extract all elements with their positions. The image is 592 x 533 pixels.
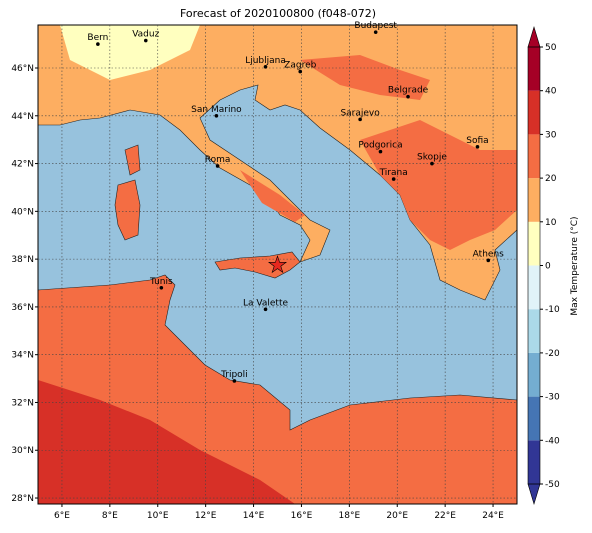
colorbar-band xyxy=(528,265,540,310)
lon-tick-label: 18°E xyxy=(339,511,361,521)
graticule: 6°E 8°E 10°E 12°E 14°E 16°E 18°E 20°E 22°E 24°E 28… xyxy=(11,25,517,521)
colorbar-band xyxy=(528,396,540,441)
colorbar-tick-label: -30 xyxy=(545,393,560,403)
corsica xyxy=(124,144,141,176)
lon-tick-label: 20°E xyxy=(386,511,408,521)
lat-tick-label: 28°N xyxy=(11,494,34,504)
lon-tick-label: 12°E xyxy=(195,511,217,521)
city-point xyxy=(298,69,303,74)
city-label: Tirana xyxy=(379,168,408,178)
city-label: Sarajevo xyxy=(340,108,380,118)
colorbar-band xyxy=(528,134,540,179)
lat-tick-label: 32°N xyxy=(11,398,34,408)
city-point xyxy=(263,65,268,69)
city-point xyxy=(486,258,491,263)
event-marker xyxy=(267,255,288,274)
colorbar-band xyxy=(528,309,540,353)
colorbar-tick-label: 40 xyxy=(545,87,557,97)
lon-tick-label: 10°E xyxy=(147,511,169,521)
lat-tick-label: 38°N xyxy=(11,255,34,265)
alps-cool xyxy=(60,25,200,80)
colorbar-tick-label: 10 xyxy=(545,218,557,228)
colorbar-tick-label: 50 xyxy=(545,43,557,53)
colorbar-band xyxy=(528,221,540,266)
city-point xyxy=(358,117,362,122)
lat-tick-label: 40°N xyxy=(11,207,34,217)
city-label: Tunis xyxy=(149,277,173,287)
city-point xyxy=(159,285,164,290)
city-point xyxy=(406,94,410,99)
sardinia xyxy=(114,179,141,241)
city-point xyxy=(378,149,383,154)
lon-tick-label: 22°E xyxy=(434,511,456,521)
city-point xyxy=(373,30,378,34)
city-label: Skopje xyxy=(417,153,447,163)
colorbar-band xyxy=(528,178,540,222)
city-label: Bern xyxy=(87,33,108,43)
italy-warm xyxy=(240,170,305,222)
lon-tick-label: 6°E xyxy=(54,511,70,521)
city-label: San Marino xyxy=(191,105,242,115)
lon-tick-label: 24°E xyxy=(482,511,504,521)
city-point xyxy=(214,113,219,118)
city-point xyxy=(391,177,396,181)
lat-tick-label: 36°N xyxy=(11,303,34,313)
lat-tick-label: 30°N xyxy=(11,446,34,456)
colorbar-band xyxy=(528,440,540,484)
city-label: Tripoli xyxy=(220,370,248,380)
map-area xyxy=(38,25,517,504)
colorbar-band xyxy=(528,352,540,397)
colorbar-label: Max Temperature (°C) xyxy=(570,216,580,315)
sicily xyxy=(214,251,301,279)
city-label: Budapest xyxy=(354,21,397,31)
balkan-warm xyxy=(360,120,517,250)
lat-tick-label: 34°N xyxy=(11,351,34,361)
colorbar-tick-label: 0 xyxy=(545,262,551,272)
city-label: Zagreb xyxy=(284,61,316,71)
colorbar-band xyxy=(528,90,540,135)
lat-tick-label: 44°N xyxy=(11,112,34,122)
city-label: Roma xyxy=(205,155,231,165)
title: Forecast of 2020100800 (f048-072) xyxy=(180,7,376,20)
city-label: Sofia xyxy=(466,136,488,146)
colorbar-tick-label: -50 xyxy=(545,480,560,490)
city-point xyxy=(232,379,237,383)
colorbar-tick-label: -20 xyxy=(545,349,560,359)
lon-tick-label: 8°E xyxy=(102,511,118,521)
city-point xyxy=(263,307,268,312)
city-label: Vaduz xyxy=(132,30,159,40)
city-label: La Valette xyxy=(243,298,288,308)
city-label: Athens xyxy=(473,249,504,259)
colorbar-tick-label: -10 xyxy=(545,305,560,315)
lon-tick-label: 14°E xyxy=(243,511,265,521)
colorbar: -50 -40 -30 -20 -10 0 10 20 30 40 50 xyxy=(527,25,560,506)
lat-tick-label: 42°N xyxy=(11,160,34,170)
city-label: Belgrade xyxy=(388,86,429,96)
city-point xyxy=(475,145,480,149)
colorbar-tick-label: 20 xyxy=(545,174,557,184)
colorbar-extend-bottom xyxy=(527,483,541,506)
lon-tick-label: 16°E xyxy=(291,511,313,521)
map-frame xyxy=(37,24,518,505)
colorbar-tick-label: 30 xyxy=(545,130,557,140)
city-point xyxy=(430,161,434,166)
colorbar-tick-label: -40 xyxy=(545,436,560,446)
lat-tick-label: 46°N xyxy=(11,64,34,74)
colorbar-extend-top xyxy=(527,25,541,48)
africa-hot xyxy=(38,380,295,504)
city-point xyxy=(96,42,100,46)
city-point xyxy=(215,164,220,168)
city-label: Podgorica xyxy=(358,141,402,151)
city-label: Ljubljana xyxy=(245,56,286,66)
colorbar-band xyxy=(528,47,540,91)
city-point xyxy=(143,38,148,43)
